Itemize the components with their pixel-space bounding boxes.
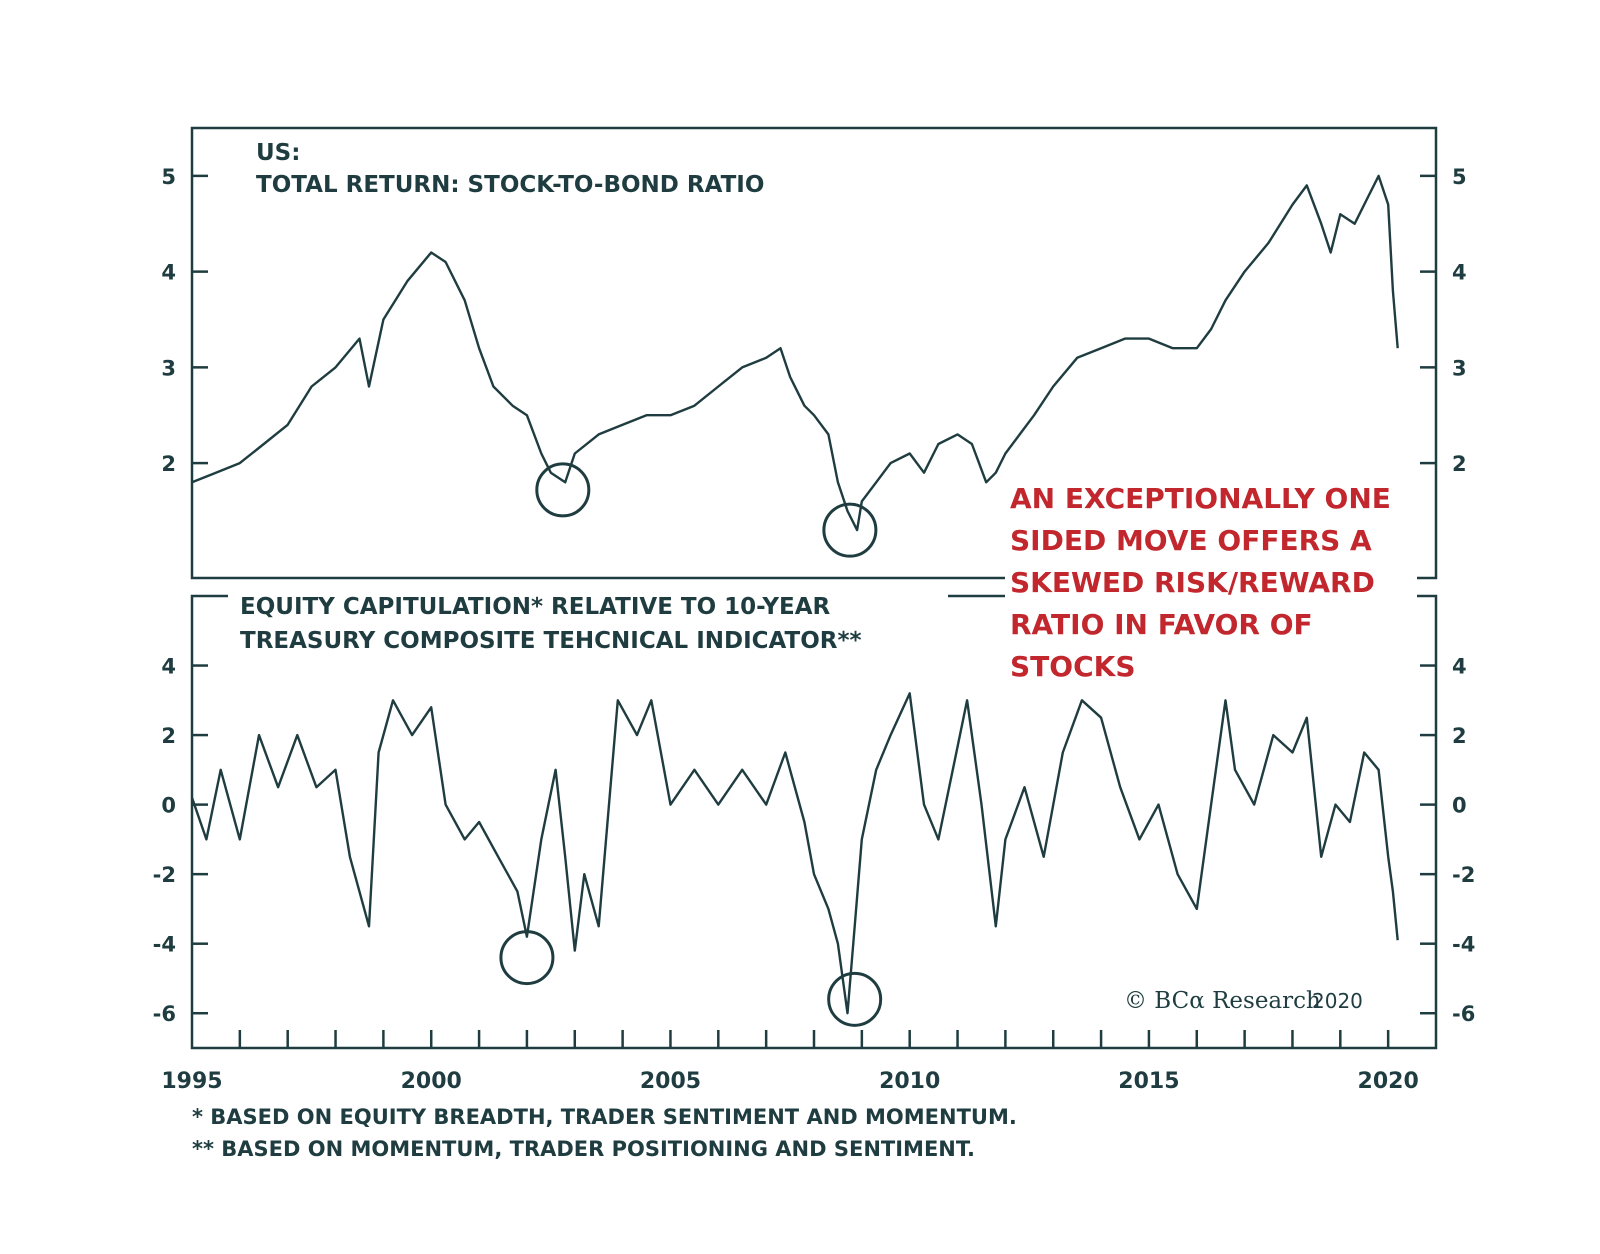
- bottom-chart-title-line1: EQUITY CAPITULATION* RELATIVE TO 10-YEAR: [240, 594, 831, 620]
- y-tick-label-left: 2: [161, 724, 176, 748]
- y-tick-label-right: 0: [1452, 794, 1467, 818]
- credit-label: © BCα Research: [1124, 988, 1321, 1014]
- credit-year: 2020: [1312, 989, 1363, 1013]
- circles-layer: [499, 462, 883, 1027]
- y-tick-label-right: -6: [1452, 1002, 1475, 1026]
- annotation-line1: AN EXCEPTIONALLY ONE: [1010, 482, 1391, 515]
- x-tick-label: 2010: [879, 1069, 940, 1094]
- x-tick-label: 2020: [1358, 1069, 1419, 1094]
- footnote-1: * BASED ON EQUITY BREADTH, TRADER SENTIM…: [192, 1105, 1017, 1129]
- y-tick-label-left: 5: [161, 165, 176, 189]
- x-tick-label: 2015: [1118, 1069, 1179, 1094]
- y-tick-label-left: -6: [153, 1002, 176, 1026]
- y-tick-label-right: 2: [1452, 724, 1467, 748]
- top-chart-title-line2: TOTAL RETURN: STOCK-TO-BOND RATIO: [256, 172, 764, 198]
- trough-circle-marker: [822, 502, 878, 558]
- y-tick-label-left: -4: [153, 933, 176, 957]
- top-panel-frame: [190, 126, 1438, 580]
- y-tick-label-right: 2: [1452, 452, 1467, 476]
- capitulation-indicator-line: [190, 692, 1399, 1015]
- y-tick-label-right: -4: [1452, 933, 1475, 957]
- stock-bond-ratio-line: [191, 174, 1399, 532]
- y-tick-label-left: 4: [161, 655, 176, 679]
- trough-circle-marker: [499, 930, 555, 986]
- annotation-line4: RATIO IN FAVOR OF: [1010, 608, 1313, 641]
- y-tick-label-left: 4: [161, 261, 176, 285]
- trough-circle-marker: [827, 971, 883, 1027]
- annotation-line5: STOCKS: [1010, 650, 1135, 683]
- bottom-title-backdrop: [228, 588, 948, 650]
- y-tick-label-left: -2: [153, 863, 176, 887]
- annotation-line2: SIDED MOVE OFFERS A: [1010, 524, 1372, 557]
- y-tick-label-right: 4: [1452, 655, 1467, 679]
- bottom-chart-title-line2: TREASURY COMPOSITE TEHCNICAL INDICATOR**: [240, 628, 862, 654]
- y-tick-label-right: 4: [1452, 261, 1467, 285]
- annotation-line3: SKEWED RISK/REWARD: [1010, 566, 1375, 599]
- y-tick-label-left: 0: [161, 794, 176, 818]
- y-tick-label-right: -2: [1452, 863, 1475, 887]
- ticks-layer: 2 2 3 3 4 4 5 5 4 4 2 2 0 0 -2 -2 -4 -4 -6 -6 1995 2000 2005 20…: [153, 165, 1476, 1094]
- y-tick-label-right: 3: [1452, 356, 1467, 380]
- y-tick-label-right: 5: [1452, 165, 1467, 189]
- y-tick-label-left: 2: [161, 452, 176, 476]
- trough-circle-marker: [535, 462, 591, 518]
- series-layer: [190, 174, 1399, 1015]
- footnote-2: ** BASED ON MOMENTUM, TRADER POSITIONING…: [192, 1137, 975, 1161]
- annotation-backdrop: [1005, 478, 1417, 690]
- x-tick-label: 2000: [401, 1069, 462, 1094]
- y-tick-label-left: 3: [161, 356, 176, 380]
- x-tick-label: 1995: [161, 1069, 222, 1094]
- top-chart-title-line1: US:: [256, 140, 300, 166]
- x-tick-label: 2005: [640, 1069, 701, 1094]
